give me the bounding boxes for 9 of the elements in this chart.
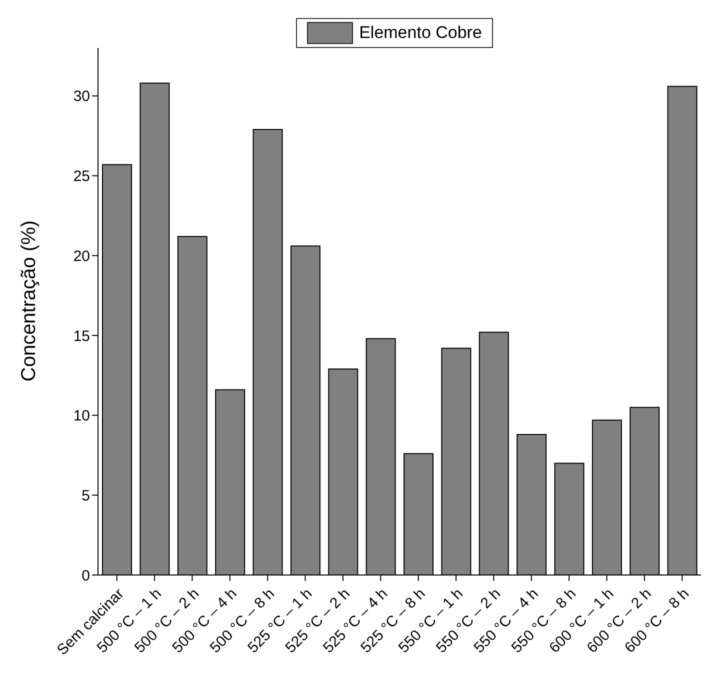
legend-label: Elemento Cobre xyxy=(359,23,482,43)
y-tick-label: 10 xyxy=(73,408,90,425)
y-tick-label: 5 xyxy=(82,487,90,504)
y-tick-label: 30 xyxy=(73,88,90,106)
y-tick-label: 0 xyxy=(82,567,90,584)
y-tick-label: 20 xyxy=(73,248,90,265)
y-tick-label: 15 xyxy=(73,328,90,345)
y-axis-title: Concentração (%) xyxy=(18,220,40,382)
y-tick-label: 25 xyxy=(73,168,90,186)
